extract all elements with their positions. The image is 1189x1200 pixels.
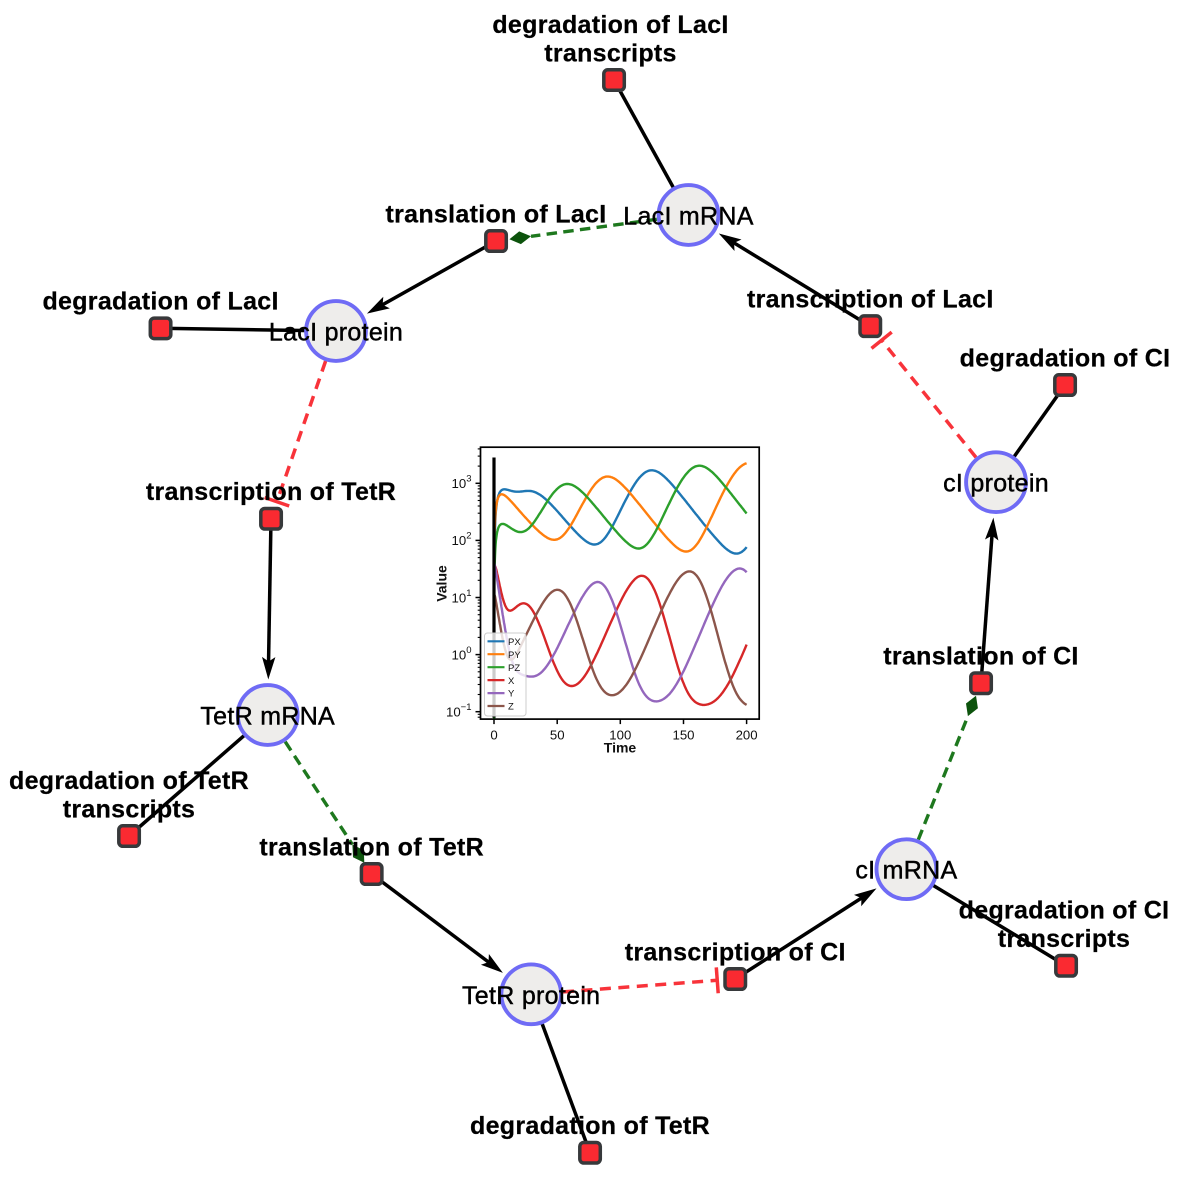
svg-text:PX: PX <box>508 637 521 648</box>
svg-text:degradation of TetR: degradation of TetR <box>9 767 249 795</box>
svg-text:200: 200 <box>736 728 758 743</box>
svg-text:LacI mRNA: LacI mRNA <box>623 203 754 231</box>
svg-text:100: 100 <box>609 728 631 743</box>
svg-text:cI mRNA: cI mRNA <box>855 857 957 885</box>
svg-text:degradation of TetR: degradation of TetR <box>470 1112 710 1140</box>
svg-text:cI protein: cI protein <box>943 470 1049 498</box>
svg-text:0: 0 <box>490 728 497 743</box>
svg-text:transcripts: transcripts <box>63 795 196 823</box>
svg-text:translation of LacI: translation of LacI <box>385 200 606 228</box>
svg-text:Y: Y <box>508 689 515 700</box>
svg-text:transcription of LacI: transcription of LacI <box>747 286 994 314</box>
svg-text:Value: Value <box>434 565 450 602</box>
svg-text:TetR mRNA: TetR mRNA <box>200 703 335 731</box>
svg-text:50: 50 <box>550 728 565 743</box>
svg-text:translation of CI: translation of CI <box>883 643 1078 671</box>
svg-text:degradation of LacI: degradation of LacI <box>42 288 278 316</box>
svg-text:degradation of CI: degradation of CI <box>960 344 1171 372</box>
svg-text:Time: Time <box>604 740 637 756</box>
svg-text:150: 150 <box>672 728 694 743</box>
svg-text:PY: PY <box>508 650 521 661</box>
svg-text:transcription of CI: transcription of CI <box>625 938 846 966</box>
svg-text:transcripts: transcripts <box>998 925 1131 953</box>
svg-text:transcripts: transcripts <box>544 39 677 67</box>
svg-text:X: X <box>508 676 515 687</box>
svg-text:PZ: PZ <box>508 663 520 674</box>
svg-text:degradation of CI: degradation of CI <box>959 897 1170 925</box>
svg-text:translation of TetR: translation of TetR <box>259 833 484 861</box>
svg-text:Z: Z <box>508 702 514 713</box>
svg-text:degradation of LacI: degradation of LacI <box>492 11 728 39</box>
svg-text:TetR protein: TetR protein <box>462 982 600 1010</box>
svg-text:transcription of TetR: transcription of TetR <box>146 478 396 506</box>
svg-text:LacI protein: LacI protein <box>269 319 403 347</box>
